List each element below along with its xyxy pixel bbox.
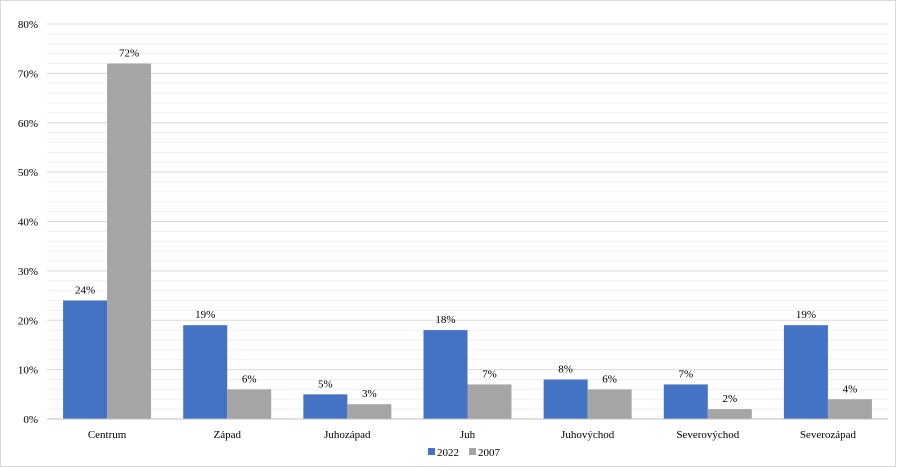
bar-2007-5: [707, 409, 752, 419]
data-label-2007-0: 72%: [119, 48, 139, 60]
y-tick-label: 50%: [18, 167, 38, 179]
data-label-2007-1: 6%: [242, 373, 257, 385]
legend-swatch-2022: [428, 448, 435, 455]
y-tick-label: 30%: [18, 266, 38, 278]
bar-2007-6: [827, 399, 872, 419]
bar-2022-4: [543, 379, 588, 419]
x-tick-label: Juh: [460, 429, 476, 441]
y-tick-label: 70%: [18, 68, 38, 80]
data-label-2007-5: 2%: [722, 393, 737, 405]
bar-2022-3: [423, 330, 468, 419]
bar-2007-1: [227, 389, 272, 419]
y-tick-label: 60%: [18, 118, 38, 130]
y-tick-label: 10%: [18, 365, 38, 377]
bar-2007-2: [347, 404, 392, 419]
bar-2022-1: [183, 325, 228, 419]
data-label-2007-4: 6%: [602, 373, 617, 385]
bar-2007-3: [467, 384, 512, 419]
y-tick-label: 80%: [18, 19, 38, 31]
data-label-2022-6: 19%: [796, 309, 816, 321]
x-tick-label: Juhovýchod: [561, 429, 615, 441]
x-tick-label: Západ: [213, 429, 241, 441]
x-tick-label: Juhozápad: [324, 429, 371, 441]
x-tick-label: Severozápad: [800, 429, 857, 441]
data-label-2022-2: 5%: [318, 378, 333, 390]
legend-label-2022: 2022: [437, 447, 459, 459]
data-label-2022-0: 24%: [75, 285, 95, 297]
bar-2022-5: [663, 384, 708, 419]
legend-label-2007: 2007: [478, 447, 501, 459]
data-label-2007-3: 7%: [482, 368, 497, 380]
bar-2022-6: [783, 325, 828, 419]
y-tick-label: 0%: [23, 414, 38, 426]
bar-2007-4: [587, 389, 632, 419]
bar-2022-0: [63, 300, 108, 419]
data-label-2007-2: 3%: [362, 388, 377, 400]
data-label-2022-5: 7%: [678, 368, 693, 380]
bar-2007-0: [107, 63, 152, 419]
x-tick-label: Centrum: [88, 429, 127, 441]
data-label-2022-1: 19%: [195, 309, 215, 321]
bar-2022-2: [303, 394, 348, 419]
data-label-2022-4: 8%: [558, 364, 573, 376]
data-label-2022-3: 18%: [435, 314, 455, 326]
y-tick-label: 40%: [18, 217, 38, 229]
legend-swatch-2007: [469, 448, 476, 455]
x-tick-label: Severovýchod: [676, 429, 739, 441]
data-label-2007-6: 4%: [843, 383, 858, 395]
y-tick-label: 20%: [18, 315, 38, 327]
